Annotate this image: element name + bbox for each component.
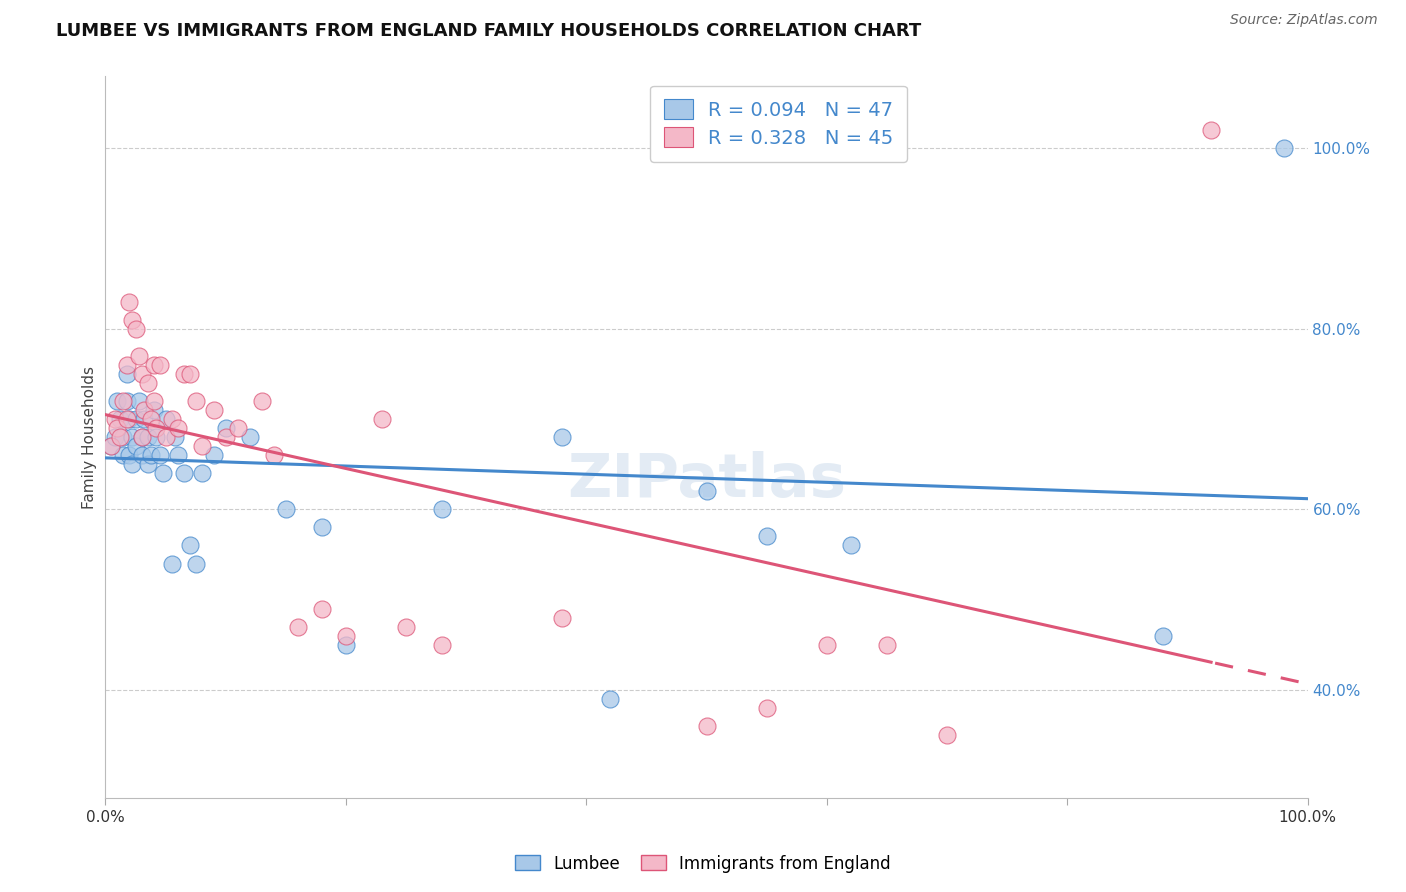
Point	[755, 529, 778, 543]
Y-axis label: Family Households: Family Households	[82, 366, 97, 508]
Point	[139, 448, 162, 462]
Point	[136, 457, 159, 471]
Point	[1272, 141, 1295, 155]
Point	[696, 484, 718, 499]
Point	[160, 557, 183, 571]
Point	[335, 629, 357, 643]
Point	[430, 638, 453, 652]
Point	[184, 394, 207, 409]
Point	[160, 412, 183, 426]
Point	[152, 466, 174, 480]
Point	[145, 421, 167, 435]
Text: ZIPatlas: ZIPatlas	[567, 451, 846, 510]
Point	[839, 538, 862, 552]
Point	[121, 457, 143, 471]
Point	[145, 430, 167, 444]
Point	[214, 430, 236, 444]
Point	[121, 430, 143, 444]
Point	[115, 358, 138, 372]
Point	[115, 412, 138, 426]
Point	[107, 394, 129, 409]
Point	[311, 520, 333, 534]
Point	[755, 701, 778, 715]
Legend: Lumbee, Immigrants from England: Lumbee, Immigrants from England	[509, 848, 897, 880]
Point	[287, 620, 309, 634]
Point	[239, 430, 262, 444]
Point	[202, 403, 225, 417]
Point	[107, 421, 129, 435]
Point	[148, 358, 170, 372]
Point	[936, 728, 959, 742]
Point	[371, 412, 394, 426]
Point	[166, 448, 188, 462]
Point	[1201, 123, 1223, 137]
Point	[226, 421, 249, 435]
Point	[118, 448, 141, 462]
Point	[118, 294, 141, 309]
Point	[263, 448, 285, 462]
Point	[115, 394, 138, 409]
Point	[131, 448, 153, 462]
Point	[128, 349, 150, 363]
Point	[108, 430, 131, 444]
Point	[173, 466, 195, 480]
Point	[112, 430, 135, 444]
Point	[121, 312, 143, 326]
Point	[136, 430, 159, 444]
Point	[128, 394, 150, 409]
Point	[131, 430, 153, 444]
Point	[100, 439, 122, 453]
Point	[1152, 629, 1174, 643]
Point	[184, 557, 207, 571]
Point	[124, 439, 146, 453]
Point	[108, 412, 131, 426]
Point	[311, 601, 333, 615]
Point	[124, 412, 146, 426]
Point	[430, 502, 453, 516]
Point	[250, 394, 273, 409]
Text: LUMBEE VS IMMIGRANTS FROM ENGLAND FAMILY HOUSEHOLDS CORRELATION CHART: LUMBEE VS IMMIGRANTS FROM ENGLAND FAMILY…	[56, 22, 921, 40]
Point	[395, 620, 418, 634]
Point	[155, 430, 177, 444]
Point	[214, 421, 236, 435]
Point	[100, 439, 122, 453]
Legend: R = 0.094   N = 47, R = 0.328   N = 45: R = 0.094 N = 47, R = 0.328 N = 45	[650, 86, 907, 161]
Point	[551, 430, 574, 444]
Point	[190, 439, 212, 453]
Point	[132, 412, 155, 426]
Point	[136, 376, 159, 390]
Point	[118, 412, 141, 426]
Point	[335, 638, 357, 652]
Point	[132, 403, 155, 417]
Point	[131, 367, 153, 381]
Point	[115, 367, 138, 381]
Point	[274, 502, 297, 516]
Point	[166, 421, 188, 435]
Point	[104, 430, 127, 444]
Point	[112, 448, 135, 462]
Point	[696, 719, 718, 733]
Point	[179, 538, 201, 552]
Point	[124, 322, 146, 336]
Point	[599, 692, 621, 706]
Point	[148, 448, 170, 462]
Point	[112, 394, 135, 409]
Point	[190, 466, 212, 480]
Point	[876, 638, 898, 652]
Point	[142, 394, 165, 409]
Point	[202, 448, 225, 462]
Point	[173, 367, 195, 381]
Point	[142, 403, 165, 417]
Point	[551, 611, 574, 625]
Point	[139, 412, 162, 426]
Point	[104, 412, 127, 426]
Point	[142, 358, 165, 372]
Point	[165, 430, 187, 444]
Point	[131, 430, 153, 444]
Point	[815, 638, 838, 652]
Point	[155, 412, 177, 426]
Point	[179, 367, 201, 381]
Text: Source: ZipAtlas.com: Source: ZipAtlas.com	[1230, 13, 1378, 28]
